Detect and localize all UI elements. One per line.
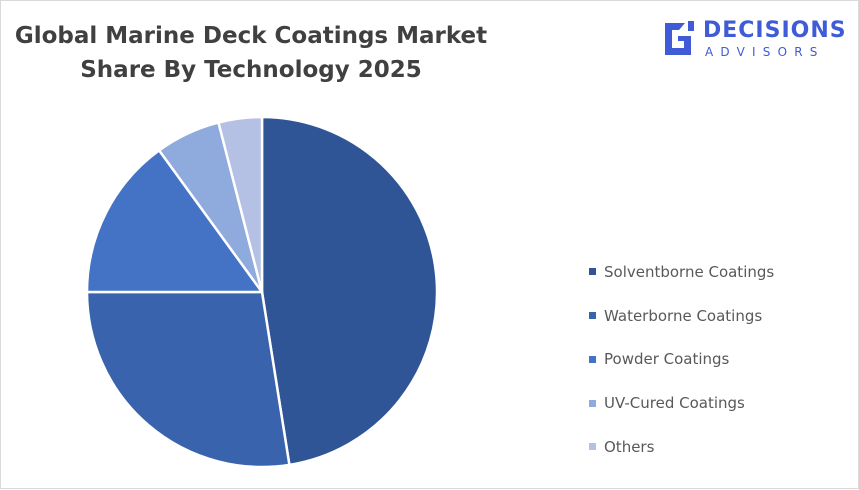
pie-slice-solventborne-coatings [260, 115, 439, 467]
legend-label: Solventborne Coatings [604, 262, 775, 281]
legend-swatch [589, 355, 596, 363]
pie-slice-others [217, 115, 264, 294]
legend-item-others: Others [589, 425, 774, 469]
chart-legend: Solventborne Coatings Waterborne Coatings… [589, 250, 774, 469]
chart-title-line-1: Global Marine Deck Coatings Market [14, 23, 488, 49]
legend-label: Powder Coatings [604, 350, 730, 369]
brand-name-line-1: DECISIONS [703, 18, 847, 43]
chart-title-line-2: Share By Technology 2025 [80, 57, 422, 83]
decisions-advisors-logo-icon [665, 21, 694, 55]
legend-item-solventborne-coatings: Solventborne Coatings [589, 250, 774, 294]
legend-label: UV-Cured Coatings [604, 394, 745, 413]
legend-swatch [589, 268, 596, 276]
legend-swatch [589, 399, 596, 407]
pie-slice-waterborne-coatings [85, 290, 291, 469]
legend-label: Waterborne Coatings [604, 306, 763, 325]
legend-swatch [589, 443, 596, 451]
legend-item-uv-cured-coatings: UV-Cured Coatings [589, 381, 774, 425]
chart-title: Global Marine Deck Coatings Market Share… [9, 19, 493, 87]
legend-item-powder-coatings: Powder Coatings [589, 338, 774, 382]
legend-label: Others [604, 437, 655, 456]
brand-logo: DECISIONS ADVISORS [659, 17, 849, 63]
pie-slice-powder-coatings [85, 149, 264, 294]
brand-name-line-2: ADVISORS [705, 45, 825, 59]
legend-swatch [589, 312, 596, 320]
legend-item-waterborne-coatings: Waterborne Coatings [589, 294, 774, 338]
